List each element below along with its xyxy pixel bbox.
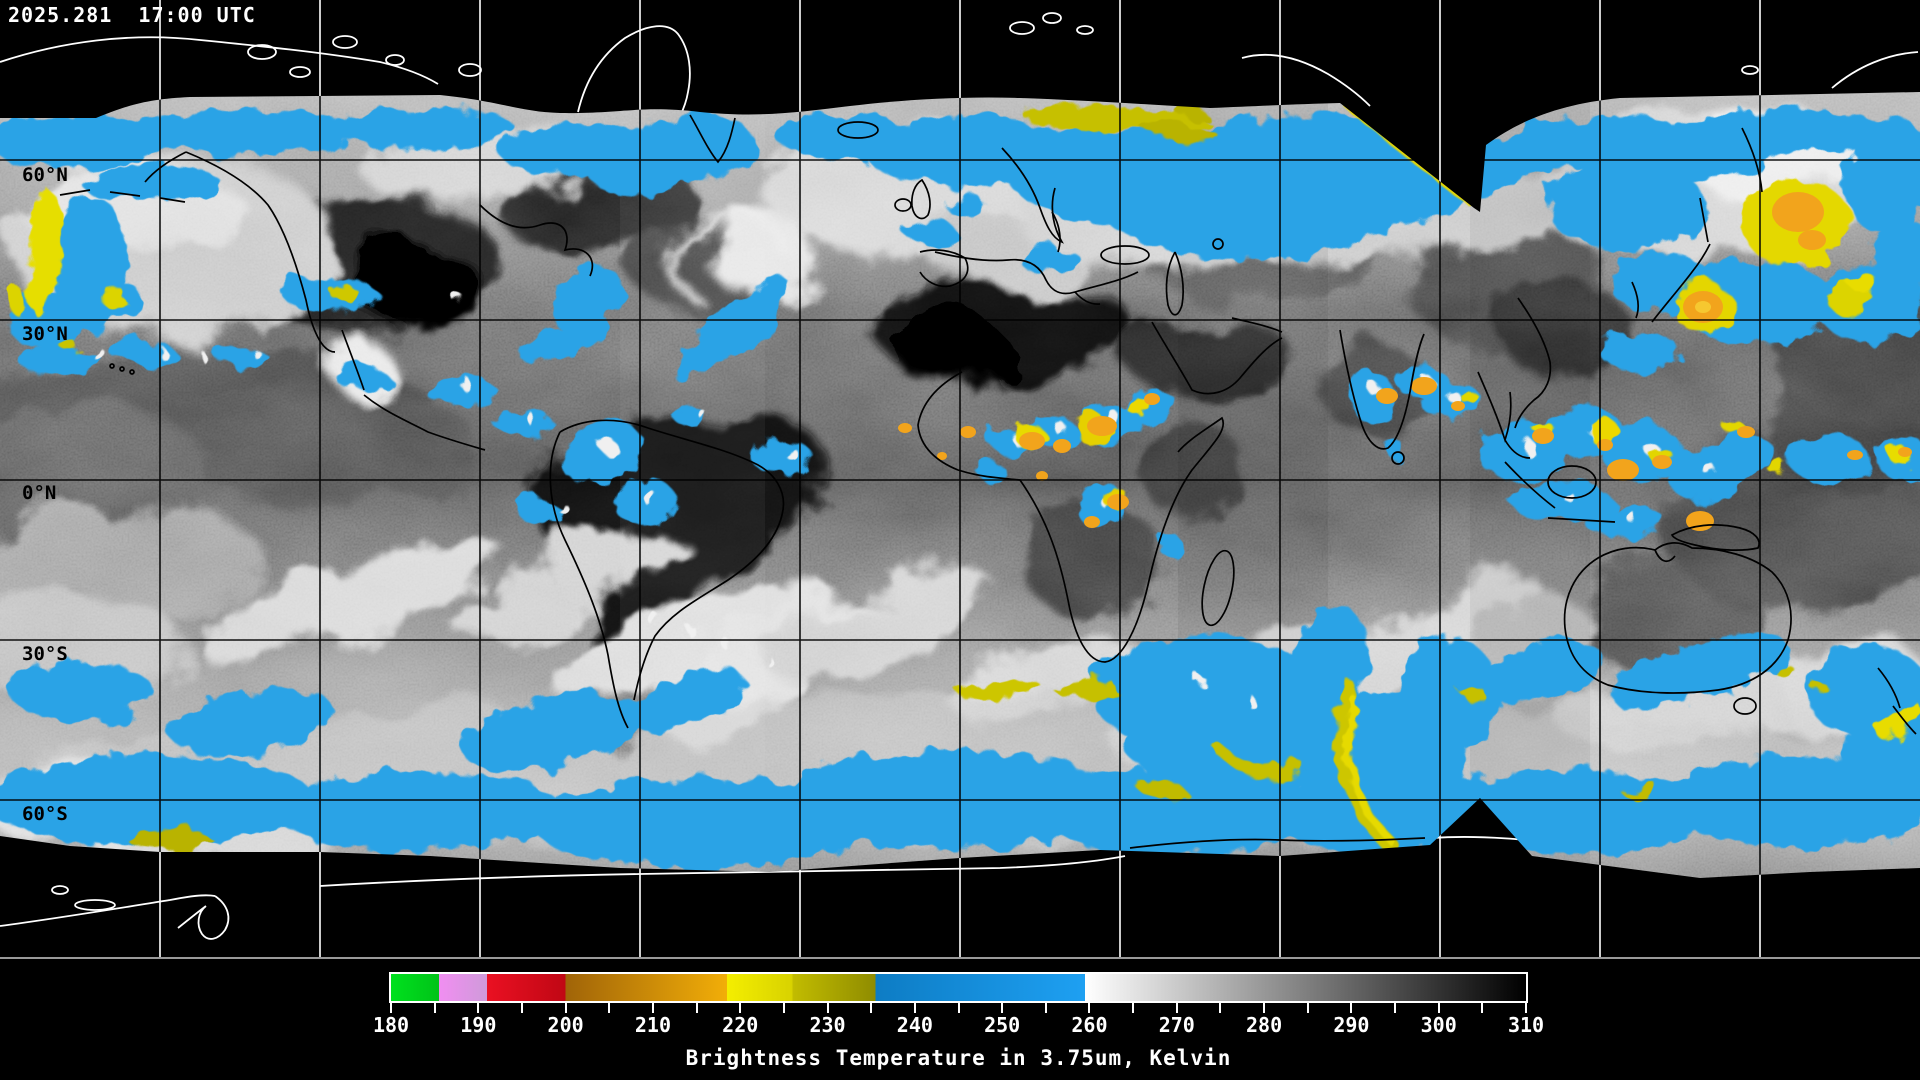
satellite-imagery-layer <box>0 92 1920 878</box>
colorbar-tick-label: 200 <box>547 1013 584 1037</box>
colorbar-tick-label: 210 <box>634 1013 671 1037</box>
cold-cloud-blue-regions <box>0 108 1920 867</box>
colorbar-tick-label: 260 <box>1071 1013 1108 1037</box>
coldest-orange-cells <box>898 192 1912 531</box>
colorbar-tick <box>913 1003 916 1013</box>
colorbar-tick-label: 250 <box>984 1013 1021 1037</box>
latitude-labels: 60°N 30°N 0°N 30°S 60°S <box>22 164 68 825</box>
colorbar-tick <box>1088 1003 1091 1013</box>
colorbar-tick <box>1350 1003 1353 1013</box>
colorbar-tick <box>1481 1003 1484 1013</box>
colorbar-tick <box>651 1003 654 1013</box>
colorbar-tick <box>957 1003 960 1013</box>
colorbar-tick-label: 290 <box>1333 1013 1370 1037</box>
colorbar-tick-label: 180 <box>372 1013 410 1037</box>
colorbar-tick <box>564 1003 567 1013</box>
colorbar-tick-label: 280 <box>1246 1013 1283 1037</box>
colorbar-tick <box>1394 1003 1397 1013</box>
colorbar-tick <box>1001 1003 1004 1013</box>
colorbar-tick <box>1175 1003 1178 1013</box>
lat-label-30s: 30°S <box>22 643 68 665</box>
colorbar-tick <box>826 1003 829 1013</box>
colorbar-tick <box>695 1003 698 1013</box>
colorbar-tick-label: 310 <box>1507 1013 1545 1037</box>
colorbar-tick <box>1219 1003 1222 1013</box>
colorbar-gradient <box>391 974 1526 1001</box>
colorbar-tick-label: 190 <box>460 1013 497 1037</box>
colorbar <box>389 972 1528 1003</box>
lat-label-30n: 30°N <box>22 323 68 345</box>
colorbar-tick <box>1306 1003 1309 1013</box>
colorbar-tick <box>1525 1003 1527 1013</box>
colorbar-tick <box>608 1003 611 1013</box>
colorbar-tick-label: 270 <box>1158 1013 1195 1037</box>
colorbar-ticks <box>390 1003 1527 1015</box>
global-satellite-map: 60°N 30°N 0°N 30°S 60°S <box>0 0 1920 960</box>
colorbar-tick <box>433 1003 436 1013</box>
colorbar-tick <box>870 1003 873 1013</box>
colorbar-tick <box>1437 1003 1440 1013</box>
lat-label-60n: 60°N <box>22 164 68 186</box>
colorbar-tick <box>739 1003 742 1013</box>
colorbar-tick-labels: 180 190 200 210 220 230 240 250 260 270 280 290 300 3… <box>373 1013 1544 1039</box>
colorbar-tick <box>390 1003 392 1013</box>
colorbar-tick <box>1132 1003 1135 1013</box>
colorbar-tick-label: 230 <box>809 1013 846 1037</box>
lat-label-0n: 0°N <box>22 482 56 504</box>
colorbar-tick <box>782 1003 785 1013</box>
colorbar-tick-label: 240 <box>896 1013 933 1037</box>
lat-label-60s: 60°S <box>22 803 68 825</box>
colorbar-tick <box>520 1003 523 1013</box>
colorbar-tick <box>1044 1003 1047 1013</box>
timestamp-label: 2025.281 17:00 UTC <box>8 3 256 27</box>
colorbar-tick <box>1263 1003 1266 1013</box>
colorbar-tick <box>477 1003 480 1013</box>
colorbar-tick-label: 300 <box>1420 1013 1457 1037</box>
colorbar-caption: Brightness Temperature in 3.75um, Kelvin <box>685 1046 1232 1070</box>
colorbar-tick-label: 220 <box>722 1013 759 1037</box>
graticule-data-lines <box>0 92 1920 878</box>
